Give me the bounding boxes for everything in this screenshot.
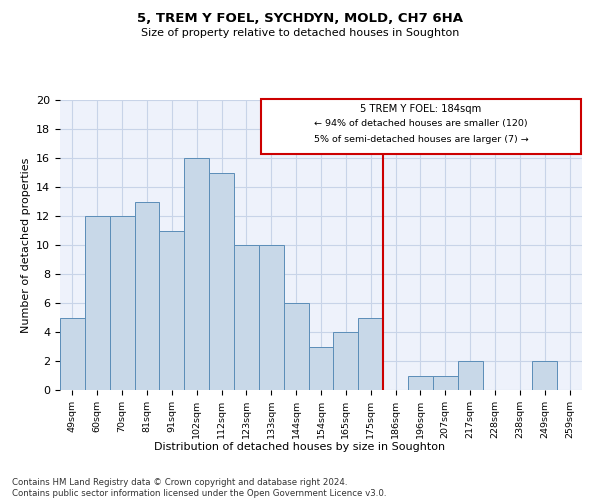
Text: 5% of semi-detached houses are larger (7) →: 5% of semi-detached houses are larger (7…	[314, 136, 529, 144]
Bar	[134, 202, 160, 390]
Bar	[532, 361, 557, 390]
Text: 5, TREM Y FOEL, SYCHDYN, MOLD, CH7 6HA: 5, TREM Y FOEL, SYCHDYN, MOLD, CH7 6HA	[137, 12, 463, 26]
Text: Distribution of detached houses by size in Soughton: Distribution of detached houses by size …	[154, 442, 446, 452]
Bar	[308, 346, 334, 390]
Bar	[234, 245, 259, 390]
Bar	[60, 318, 85, 390]
Bar	[284, 303, 308, 390]
Text: 5 TREM Y FOEL: 184sqm: 5 TREM Y FOEL: 184sqm	[361, 104, 482, 115]
Bar	[358, 318, 383, 390]
Text: Contains HM Land Registry data © Crown copyright and database right 2024.
Contai: Contains HM Land Registry data © Crown c…	[12, 478, 386, 498]
Bar	[184, 158, 209, 390]
Bar	[160, 230, 184, 390]
Bar	[259, 245, 284, 390]
Bar	[458, 361, 482, 390]
Text: Size of property relative to detached houses in Soughton: Size of property relative to detached ho…	[141, 28, 459, 38]
Bar	[110, 216, 134, 390]
FancyBboxPatch shape	[262, 98, 581, 154]
Bar	[85, 216, 110, 390]
Y-axis label: Number of detached properties: Number of detached properties	[20, 158, 31, 332]
Bar	[408, 376, 433, 390]
Bar	[433, 376, 458, 390]
Bar	[209, 172, 234, 390]
Text: ← 94% of detached houses are smaller (120): ← 94% of detached houses are smaller (12…	[314, 120, 528, 128]
Bar	[334, 332, 358, 390]
